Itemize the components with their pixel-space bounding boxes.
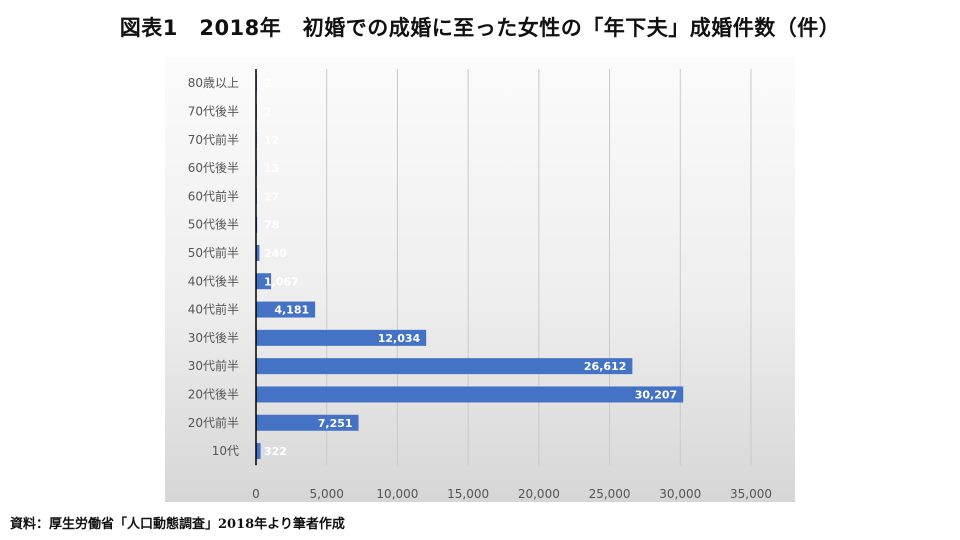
category-label: 80歳以上: [188, 76, 239, 90]
category-label: 50代後半: [188, 218, 239, 232]
bar: [256, 386, 684, 403]
data-label: 322: [264, 445, 287, 458]
data-label: 12: [264, 134, 279, 147]
data-label: 13: [264, 162, 279, 175]
x-tick-label: 0: [252, 487, 260, 501]
category-label: 30代後半: [188, 331, 239, 345]
bar-chart: 0 5,000 10,000 15,000 20,000 25,000 30,000 35,0…: [188, 69, 772, 501]
category-label: 20代前半: [188, 415, 239, 430]
data-label: 2: [264, 105, 272, 118]
category-label: 40代後半: [188, 274, 239, 288]
bar: [256, 358, 633, 375]
category-label: 70代後半: [188, 104, 239, 118]
bar: [256, 329, 427, 346]
bar: [256, 414, 359, 431]
data-label: 2: [264, 77, 272, 90]
data-label: 4,181: [274, 304, 309, 317]
x-tick-label: 20,000: [518, 487, 560, 501]
category-label: 10代: [212, 444, 239, 458]
data-label: 1,067: [264, 275, 299, 288]
data-label: 27: [264, 190, 279, 203]
data-label: 26,612: [584, 360, 626, 373]
category-label: 60代後半: [188, 161, 239, 175]
plot-area: 0 5,000 10,000 15,000 20,000 25,000 30,000 35,0…: [165, 57, 795, 502]
source-note: 資料：厚生労働省「人口動態調査」2018年より筆者作成: [10, 517, 345, 532]
x-tick-label: 25,000: [589, 487, 631, 501]
data-label: 7,251: [318, 417, 353, 430]
category-label: 40代前半: [188, 302, 239, 317]
bar: [256, 273, 272, 290]
x-tick-label: 35,000: [730, 487, 772, 501]
x-tick-label: 30,000: [659, 487, 701, 501]
category-label: 60代前半: [188, 188, 239, 203]
category-label: 20代後半: [188, 387, 239, 401]
category-label: 50代前半: [188, 245, 239, 260]
bar: [256, 244, 260, 261]
chart-title: 図表1 2018年 初婚での成婚に至った女性の「年下夫」成婚件数（件）: [119, 16, 841, 40]
data-label: 12,034: [378, 332, 421, 345]
category-label: 70代前半: [188, 132, 239, 147]
x-tick-label: 5,000: [310, 487, 344, 501]
x-tick-label: 15,000: [447, 487, 489, 501]
category-label: 30代前半: [188, 358, 239, 373]
data-label: 30,207: [635, 388, 677, 401]
x-tick-label: 10,000: [376, 487, 418, 501]
bar: [256, 443, 261, 460]
data-label: 240: [264, 247, 287, 260]
bar: [256, 301, 316, 318]
data-label: 78: [264, 219, 279, 232]
